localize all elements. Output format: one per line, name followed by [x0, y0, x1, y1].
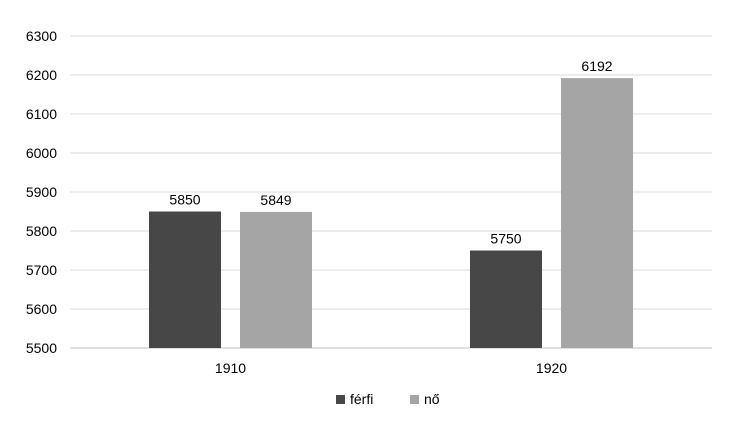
- x-tick-label: 1910: [215, 360, 246, 376]
- x-axis: 1910 1920: [215, 360, 567, 376]
- bar-férfi-1910: [149, 211, 221, 348]
- bar-nő-1910: [240, 211, 312, 348]
- legend-label: nő: [424, 391, 440, 407]
- data-label: 5850: [169, 192, 200, 208]
- legend: férfi nő: [336, 391, 440, 407]
- bar-férfi-1920: [470, 250, 542, 348]
- y-tick-label: 5700: [26, 262, 57, 278]
- data-label: 5750: [490, 231, 521, 247]
- y-tick-label: 6200: [26, 67, 57, 83]
- bars: [149, 78, 633, 349]
- y-axis: 5500 5600 5700 5800 5900 6000 6100 6200 6300: [26, 28, 57, 356]
- data-label: 6192: [581, 58, 612, 74]
- legend-label: férfi: [350, 391, 373, 407]
- y-tick-label: 5800: [26, 223, 57, 239]
- y-tick-label: 5900: [26, 184, 57, 200]
- legend-item: nő: [410, 391, 440, 407]
- legend-swatch: [336, 395, 345, 404]
- x-tick-label: 1920: [536, 360, 567, 376]
- legend-item: férfi: [336, 391, 373, 407]
- legend-swatch: [410, 395, 419, 404]
- y-tick-label: 5500: [26, 340, 57, 356]
- bar-nő-1920: [561, 78, 633, 349]
- y-tick-label: 6100: [26, 106, 57, 122]
- y-tick-label: 6300: [26, 28, 57, 44]
- data-label: 5849: [260, 192, 291, 208]
- data-labels: 5850 5849 5750 6192: [169, 58, 612, 246]
- y-tick-label: 5600: [26, 301, 57, 317]
- y-tick-label: 6000: [26, 145, 57, 161]
